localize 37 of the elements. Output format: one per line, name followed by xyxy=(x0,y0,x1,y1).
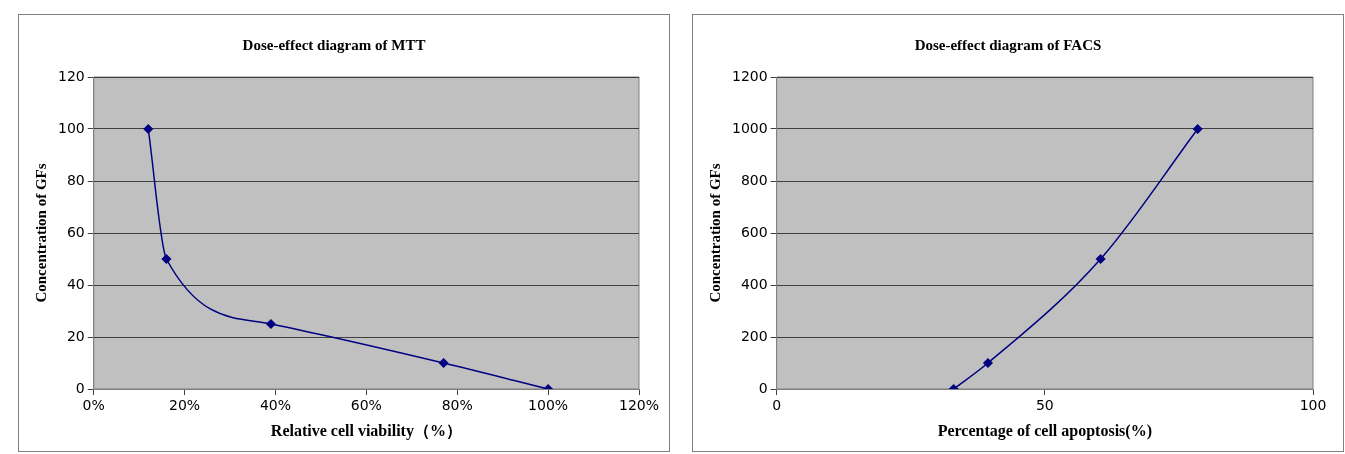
y-tick-label: 800 xyxy=(740,171,768,188)
y-tick-label: 400 xyxy=(740,275,768,292)
x-tick-label: 80% xyxy=(441,397,473,414)
x-tick-label: 0 xyxy=(772,397,782,414)
y-axis-title: Concentration of GFs xyxy=(32,163,49,303)
point xyxy=(161,254,172,264)
y-axis-title: Concentration of GFs xyxy=(706,163,723,303)
point xyxy=(1095,254,1106,264)
chart-title: Dose-effect diagram of FACS xyxy=(914,36,1102,53)
y-tick-label: 0 xyxy=(758,379,768,396)
y-tick-label: 40 xyxy=(66,275,85,292)
point xyxy=(143,124,153,134)
x-axis-title: Percentage of cell apoptosis(%) xyxy=(937,421,1152,440)
y-tick-label: 60 xyxy=(66,223,85,240)
y-tick-label: 100 xyxy=(57,119,85,136)
x-tick-label: 0% xyxy=(82,397,105,414)
x-axis-title: Relative cell viability（%） xyxy=(270,421,462,440)
chart-title: Dose-effect diagram of MTT xyxy=(242,36,426,53)
y-tick-label: 1000 xyxy=(731,119,768,136)
y-tick-label: 600 xyxy=(740,223,768,240)
point xyxy=(983,358,993,368)
y-tick-label: 200 xyxy=(740,327,768,344)
point xyxy=(266,319,276,329)
x-tick-label: 60% xyxy=(350,397,382,414)
x-tick-label: 120% xyxy=(618,397,660,414)
y-tick-label: 80 xyxy=(66,171,85,188)
x-tick-label: 100 xyxy=(1299,397,1327,414)
y-tick-label: 120 xyxy=(57,67,85,84)
y-tick-label: 20 xyxy=(66,327,85,344)
x-tick-label: 40% xyxy=(259,397,292,414)
x-tick-label: 100% xyxy=(528,397,569,414)
x-tick-label: 20% xyxy=(169,397,201,414)
y-tick-label: 0 xyxy=(75,379,85,396)
point xyxy=(438,358,449,368)
point xyxy=(1192,124,1203,134)
x-tick-label: 50 xyxy=(1035,397,1054,414)
y-tick-label: 1200 xyxy=(731,67,768,84)
